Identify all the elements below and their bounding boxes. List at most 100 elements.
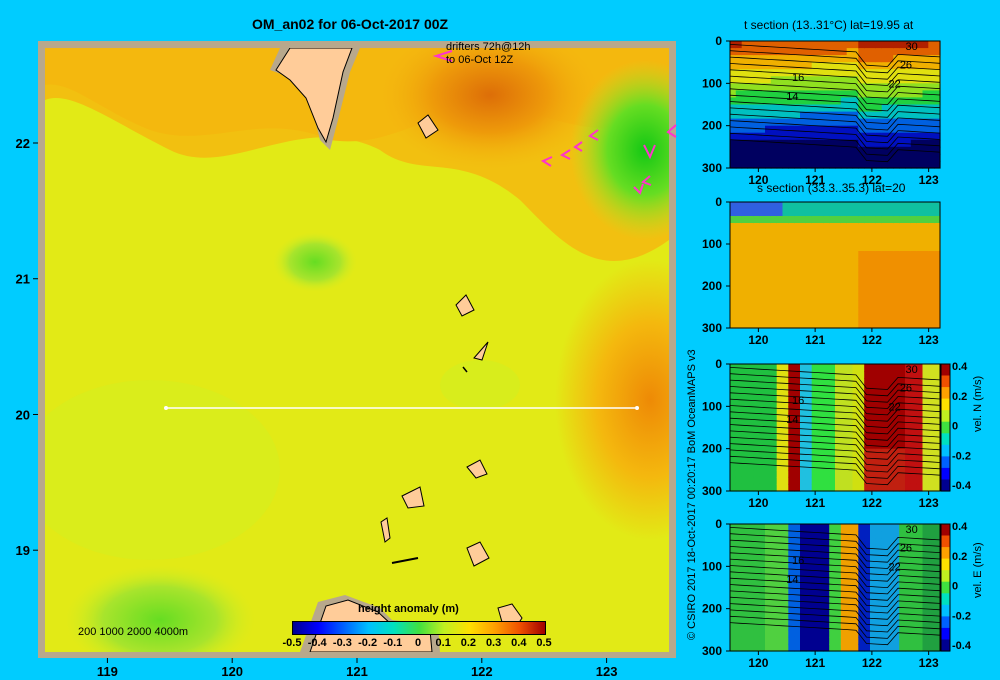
section-cell bbox=[846, 265, 854, 273]
section-cell bbox=[741, 251, 749, 259]
section-cell bbox=[735, 469, 743, 478]
section-cell bbox=[910, 636, 918, 645]
section-cell bbox=[730, 146, 737, 155]
section-cell bbox=[910, 230, 918, 238]
section-cell bbox=[864, 307, 871, 315]
section-cell bbox=[910, 223, 918, 231]
section-cell bbox=[858, 202, 865, 210]
section-cell bbox=[858, 580, 865, 589]
section-cell bbox=[870, 272, 877, 280]
section-cell bbox=[870, 41, 877, 49]
section-cell bbox=[881, 601, 889, 610]
section-cell bbox=[858, 524, 865, 532]
section-cell bbox=[817, 97, 824, 106]
section-cell bbox=[840, 455, 848, 464]
section-cell bbox=[782, 83, 789, 91]
section-cell bbox=[887, 160, 894, 169]
section-cell bbox=[747, 643, 754, 652]
velocity-colorbar-segment bbox=[941, 535, 950, 548]
section-cell bbox=[817, 230, 824, 238]
section-cell bbox=[747, 83, 754, 91]
section-cell bbox=[776, 111, 784, 120]
section-x-tick-label: 120 bbox=[748, 656, 768, 670]
contour-label: 30 bbox=[905, 364, 917, 376]
section-cell bbox=[864, 566, 871, 574]
section-y-tick-label: 300 bbox=[702, 161, 722, 175]
section-cell bbox=[817, 406, 824, 414]
section-cell bbox=[928, 118, 935, 127]
section-cell bbox=[730, 69, 737, 77]
section-cell bbox=[800, 469, 807, 478]
section-cell bbox=[817, 594, 824, 603]
section-cell bbox=[735, 230, 743, 238]
colorbar-tick-label: -0.4 bbox=[307, 637, 327, 649]
section-cell bbox=[759, 125, 766, 134]
section-cell bbox=[805, 483, 813, 492]
section-cell bbox=[870, 160, 877, 169]
section-cell bbox=[788, 314, 795, 322]
section-cell bbox=[765, 601, 772, 610]
section-cell bbox=[747, 538, 754, 546]
section-cell bbox=[864, 237, 871, 245]
section-cell bbox=[805, 448, 813, 457]
section-cell bbox=[864, 406, 871, 414]
isotherm-contour bbox=[729, 462, 941, 486]
contour-label: 14 bbox=[786, 574, 798, 586]
contour-label: 22 bbox=[888, 401, 900, 413]
section-cell bbox=[765, 455, 772, 464]
section-cell bbox=[817, 566, 824, 574]
section-cell bbox=[811, 559, 819, 567]
section-cell bbox=[870, 580, 877, 589]
section-cell bbox=[916, 524, 924, 532]
section-cell bbox=[928, 160, 935, 169]
section-cell bbox=[770, 392, 778, 400]
section-cell bbox=[823, 469, 830, 478]
section-cell bbox=[846, 279, 854, 287]
section-cell bbox=[794, 615, 801, 624]
section-cell bbox=[805, 132, 813, 141]
section-cell bbox=[759, 371, 766, 379]
section-cell bbox=[753, 146, 760, 155]
section-cell bbox=[730, 286, 737, 294]
section-cell bbox=[864, 48, 871, 56]
section-cell bbox=[905, 314, 912, 322]
section-cell bbox=[730, 636, 737, 645]
section-cell bbox=[934, 279, 941, 287]
section-cell bbox=[916, 237, 924, 245]
section-cell bbox=[846, 580, 854, 589]
section-cell bbox=[817, 587, 824, 596]
section-cell bbox=[835, 76, 842, 84]
section-cell bbox=[782, 251, 789, 259]
section-cell bbox=[846, 364, 854, 372]
section-cell bbox=[864, 636, 871, 645]
section-cell bbox=[928, 202, 935, 210]
section-cell bbox=[741, 104, 749, 113]
section-cell bbox=[776, 399, 784, 407]
section-cell bbox=[864, 83, 871, 91]
section-cell bbox=[765, 643, 772, 652]
section-cell bbox=[765, 566, 772, 574]
section-cell bbox=[753, 321, 760, 329]
section-cell bbox=[893, 279, 900, 287]
section-cell bbox=[858, 62, 865, 70]
section-cell bbox=[800, 545, 807, 553]
section-cell bbox=[858, 307, 865, 315]
section-cell bbox=[922, 580, 929, 589]
drifter-tracks bbox=[432, 50, 677, 195]
section-cell bbox=[846, 216, 854, 224]
section-cell bbox=[893, 111, 900, 120]
section-cell bbox=[747, 622, 754, 631]
section-cell bbox=[922, 132, 929, 141]
section-cell bbox=[829, 237, 836, 245]
section-x-tick-label: 123 bbox=[919, 333, 939, 347]
section-cell bbox=[741, 406, 749, 414]
section-cell bbox=[730, 76, 737, 84]
section-cell bbox=[870, 636, 877, 645]
section-cell bbox=[829, 476, 836, 485]
section-cell bbox=[852, 321, 859, 329]
section-cell bbox=[800, 371, 807, 379]
section-cell bbox=[753, 69, 760, 77]
section-cell bbox=[765, 118, 772, 127]
section-cell bbox=[840, 622, 848, 631]
section-cell bbox=[776, 237, 784, 245]
